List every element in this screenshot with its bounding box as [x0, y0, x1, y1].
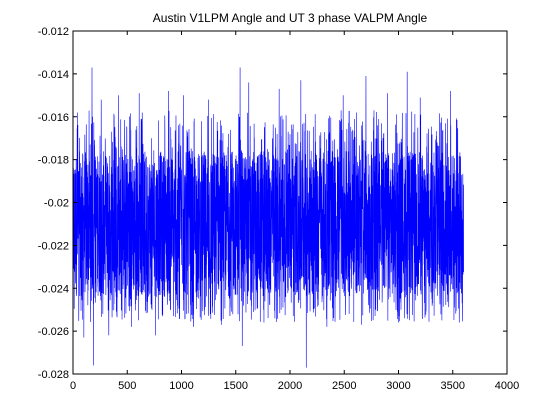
x-tick-label: 1500 — [224, 380, 248, 392]
chart-title: Austin V1LPM Angle and UT 3 phase VALPM … — [153, 11, 428, 25]
y-tick-label: -0.018 — [38, 155, 69, 167]
x-tick-label: 3000 — [386, 380, 410, 392]
x-tick-label: 1000 — [169, 380, 193, 392]
y-tick-label: -0.014 — [38, 69, 69, 81]
x-tick-label: 4000 — [495, 380, 519, 392]
y-tick-label: -0.022 — [38, 240, 69, 252]
x-tick-label: 500 — [118, 380, 136, 392]
ticks-layer: 0 500 1000 1500 2000 2500 3000 3500 4000 -0.012 -0… — [38, 26, 519, 392]
series-line — [72, 67, 464, 368]
x-tick-label: 2000 — [278, 380, 302, 392]
y-tick-label: -0.028 — [38, 369, 69, 381]
y-tick-label: -0.026 — [38, 326, 69, 338]
y-tick-label: -0.012 — [38, 26, 69, 38]
x-tick-label: 2500 — [332, 380, 356, 392]
series-layer — [72, 67, 464, 368]
y-tick-label: -0.02 — [44, 198, 69, 210]
x-tick-label: 3500 — [441, 380, 465, 392]
y-tick-label: -0.024 — [38, 283, 69, 295]
x-tick-label: 0 — [70, 380, 76, 392]
y-tick-label: -0.016 — [38, 112, 69, 124]
